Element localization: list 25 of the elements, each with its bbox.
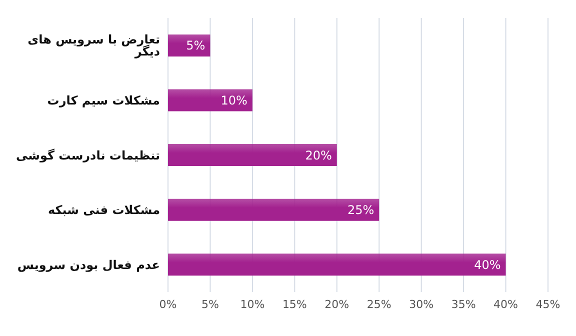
y-tick-label: عدم فعال بودن سرویس xyxy=(17,258,160,272)
bar xyxy=(168,198,380,221)
data-label: 10% xyxy=(220,94,248,108)
x-tick-label: 35% xyxy=(451,298,476,311)
y-tick-label: تعارض با سرویس های دیگر xyxy=(28,32,160,59)
data-label: 5% xyxy=(186,38,206,53)
x-tick-label: 0% xyxy=(159,298,177,311)
x-tick-label: 25% xyxy=(366,298,392,311)
bar xyxy=(168,144,337,166)
x-tick-label: 20% xyxy=(324,298,350,311)
y-tick-label: مشکلات فنی شبکه xyxy=(48,203,160,218)
x-tick-label: 45% xyxy=(536,298,560,311)
y-tick-label: تنظیمات نادرست گوشی xyxy=(16,148,160,162)
bar xyxy=(168,34,210,56)
data-label: 25% xyxy=(347,203,374,218)
y-tick-label: مشکلات سیم کارت xyxy=(47,93,160,108)
x-tick-label: 10% xyxy=(240,298,265,311)
x-tick-label: 40% xyxy=(494,298,518,311)
bar xyxy=(168,89,252,112)
data-label: 40% xyxy=(474,258,501,272)
x-tick-label: 15% xyxy=(282,298,307,311)
data-label: 20% xyxy=(305,148,332,162)
x-tick-label: 30% xyxy=(409,298,434,311)
bar xyxy=(168,254,506,276)
x-tick-label: 5% xyxy=(201,298,219,311)
